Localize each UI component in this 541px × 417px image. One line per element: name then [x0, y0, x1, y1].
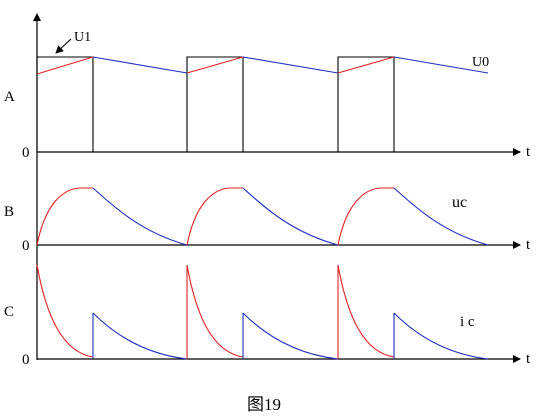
panel-label-c: C	[4, 304, 14, 320]
u0-discharge-1	[92, 56, 188, 74]
u0-charge-ramp-2	[186, 56, 244, 74]
ic-discharge-decay-3	[393, 312, 489, 360]
time-label-b: t	[526, 237, 531, 253]
u0-discharge-2	[242, 56, 339, 74]
uc-discharge-curve-2	[242, 187, 339, 246]
ic-charge-spike-2	[186, 264, 244, 358]
origin-label-a: 0	[22, 145, 30, 161]
uc-label: uc	[452, 194, 467, 211]
u1-label: U1	[74, 30, 91, 45]
u0-charge-ramp-3	[337, 56, 395, 74]
u0-charge-ramp-1	[36, 56, 94, 75]
uc-charge-curve-3	[337, 187, 394, 246]
ic-discharge-decay-1	[92, 312, 188, 360]
uc-discharge-curve-1	[92, 187, 188, 246]
uc-charge-curve-1	[36, 187, 93, 246]
origin-label-c: 0	[22, 352, 30, 368]
u0-discharge-3	[393, 56, 489, 74]
ic-label: i c	[460, 314, 475, 330]
u1-pointer-arrow	[55, 38, 72, 54]
figure-caption: 图19	[247, 395, 281, 414]
panel-label-b: B	[4, 204, 14, 220]
ic-charge-spike-3	[337, 264, 395, 358]
u0-label: U0	[472, 55, 489, 70]
time-label-a: t	[526, 144, 531, 160]
time-label-c: t	[526, 351, 531, 367]
ic-discharge-decay-2	[242, 312, 339, 360]
ic-charge-spike-1	[36, 264, 94, 358]
origin-label-b: 0	[22, 238, 30, 254]
uc-charge-curve-2	[186, 187, 243, 246]
u1-square-wave	[36, 56, 395, 153]
panel-label-a: A	[4, 89, 15, 105]
uc-discharge-curve-3	[393, 187, 489, 246]
